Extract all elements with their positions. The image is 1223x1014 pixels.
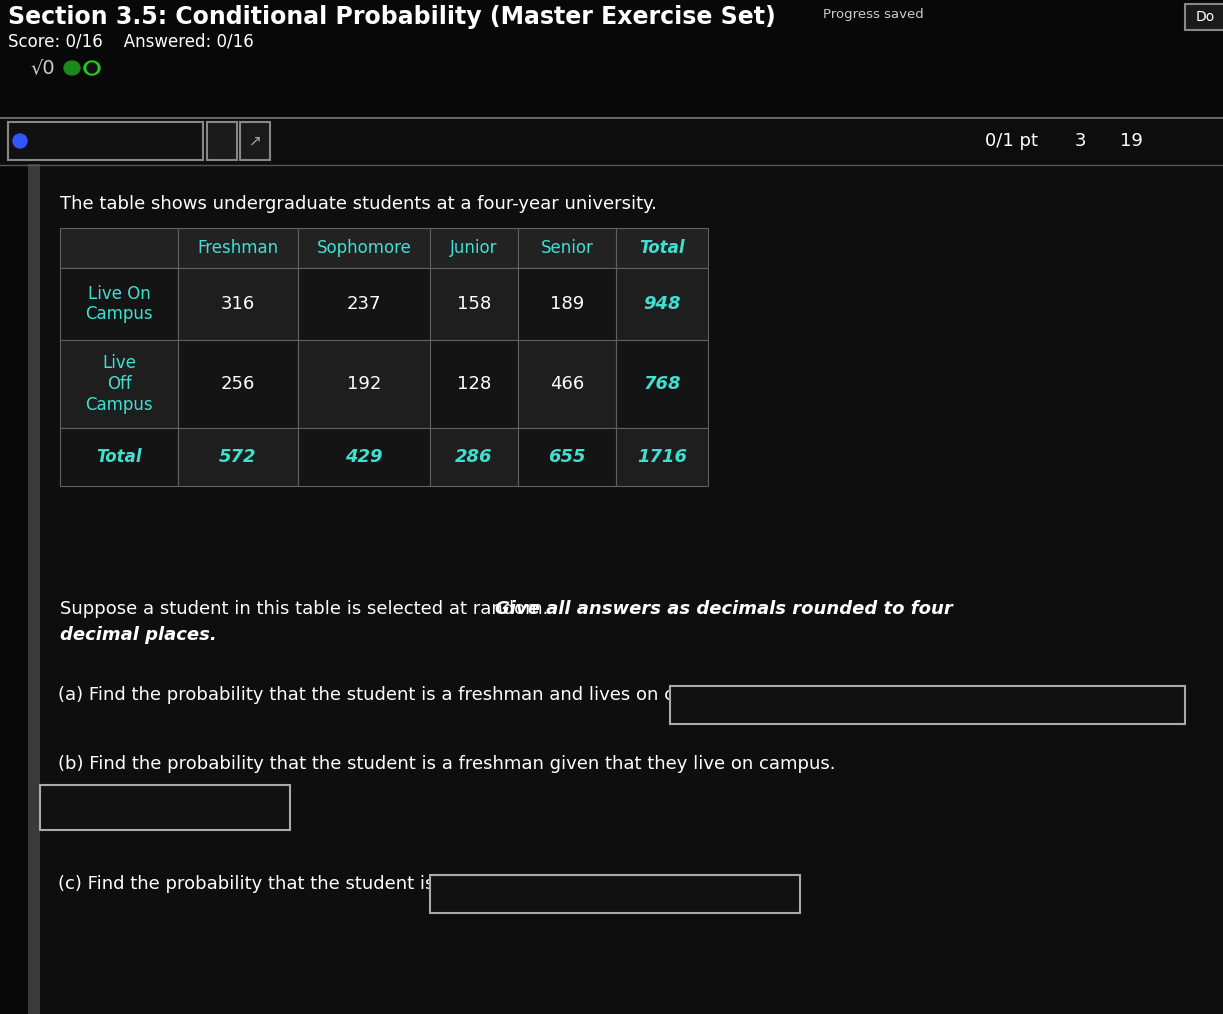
Text: 3: 3 xyxy=(1075,132,1086,150)
Text: Score: 0/16    Answered: 0/16: Score: 0/16 Answered: 0/16 xyxy=(9,32,253,50)
Text: Senior: Senior xyxy=(541,239,593,257)
Text: 0/1 pt: 0/1 pt xyxy=(985,132,1038,150)
Text: 286: 286 xyxy=(455,448,493,466)
Bar xyxy=(519,268,616,340)
Bar xyxy=(40,164,1223,1014)
Text: Do: Do xyxy=(1195,10,1214,24)
Bar xyxy=(60,340,179,428)
Text: 1716: 1716 xyxy=(637,448,687,466)
Bar xyxy=(616,428,708,486)
Text: Give all answers as decimals rounded to four: Give all answers as decimals rounded to … xyxy=(495,600,953,618)
Text: Freshman: Freshman xyxy=(197,239,279,257)
Bar xyxy=(28,164,40,1014)
Circle shape xyxy=(13,134,27,148)
Text: 189: 189 xyxy=(550,295,585,313)
Bar xyxy=(179,228,298,268)
Text: (c) Find the probability that the student is a freshman.: (c) Find the probability that the studen… xyxy=(57,875,548,893)
Text: 948: 948 xyxy=(643,295,681,313)
Text: (a) Find the probability that the student is a freshman and lives on campus.: (a) Find the probability that the studen… xyxy=(57,686,741,704)
Text: √0: √0 xyxy=(31,58,55,77)
Text: 19: 19 xyxy=(1120,132,1142,150)
Ellipse shape xyxy=(84,61,100,75)
Text: Section 3.5: Conditional Probability (Master Exercise Set): Section 3.5: Conditional Probability (Ma… xyxy=(9,5,775,29)
Bar xyxy=(430,340,519,428)
Bar xyxy=(298,428,430,486)
Text: 768: 768 xyxy=(643,375,681,393)
Ellipse shape xyxy=(64,61,79,75)
Bar xyxy=(207,122,237,160)
Text: 466: 466 xyxy=(550,375,585,393)
Bar xyxy=(430,428,519,486)
Bar xyxy=(519,340,616,428)
Text: Question 8: Question 8 xyxy=(33,132,143,150)
Bar xyxy=(179,340,298,428)
Bar xyxy=(298,228,430,268)
Text: 572: 572 xyxy=(219,448,257,466)
Bar xyxy=(616,268,708,340)
Text: 316: 316 xyxy=(221,295,256,313)
Text: Suppose a student in this table is selected at random.: Suppose a student in this table is selec… xyxy=(60,600,554,618)
Text: 128: 128 xyxy=(457,375,492,393)
Bar xyxy=(60,228,179,268)
Text: 192: 192 xyxy=(347,375,382,393)
Bar xyxy=(1185,4,1223,30)
Text: Junior: Junior xyxy=(450,239,498,257)
Bar xyxy=(60,268,179,340)
Text: 429: 429 xyxy=(345,448,383,466)
Text: 655: 655 xyxy=(548,448,586,466)
Bar xyxy=(430,228,519,268)
Bar xyxy=(0,120,1223,165)
Text: decimal places.: decimal places. xyxy=(60,626,216,644)
Bar xyxy=(430,875,800,913)
Bar xyxy=(298,268,430,340)
Bar xyxy=(519,428,616,486)
Text: 237: 237 xyxy=(347,295,382,313)
Text: 256: 256 xyxy=(221,375,256,393)
Bar xyxy=(430,268,519,340)
Circle shape xyxy=(87,63,97,73)
Text: ↗: ↗ xyxy=(248,134,262,148)
Text: Total: Total xyxy=(640,239,685,257)
Bar xyxy=(616,340,708,428)
Bar xyxy=(179,428,298,486)
Bar xyxy=(616,228,708,268)
Bar xyxy=(670,686,1185,724)
Text: Total: Total xyxy=(97,448,142,466)
Bar xyxy=(298,340,430,428)
Text: Live On
Campus: Live On Campus xyxy=(86,285,153,323)
Text: Progress saved: Progress saved xyxy=(823,8,923,21)
Bar xyxy=(240,122,270,160)
Bar xyxy=(519,228,616,268)
Text: (b) Find the probability that the student is a freshman given that they live on : (b) Find the probability that the studen… xyxy=(57,755,835,773)
Bar xyxy=(40,785,290,830)
Bar xyxy=(179,268,298,340)
Bar xyxy=(9,122,203,160)
Bar xyxy=(60,428,179,486)
Text: The table shows undergraduate students at a four-year university.: The table shows undergraduate students a… xyxy=(60,195,657,213)
Text: Sophomore: Sophomore xyxy=(317,239,411,257)
Text: 158: 158 xyxy=(457,295,492,313)
Text: Live
Off
Campus: Live Off Campus xyxy=(86,354,153,414)
